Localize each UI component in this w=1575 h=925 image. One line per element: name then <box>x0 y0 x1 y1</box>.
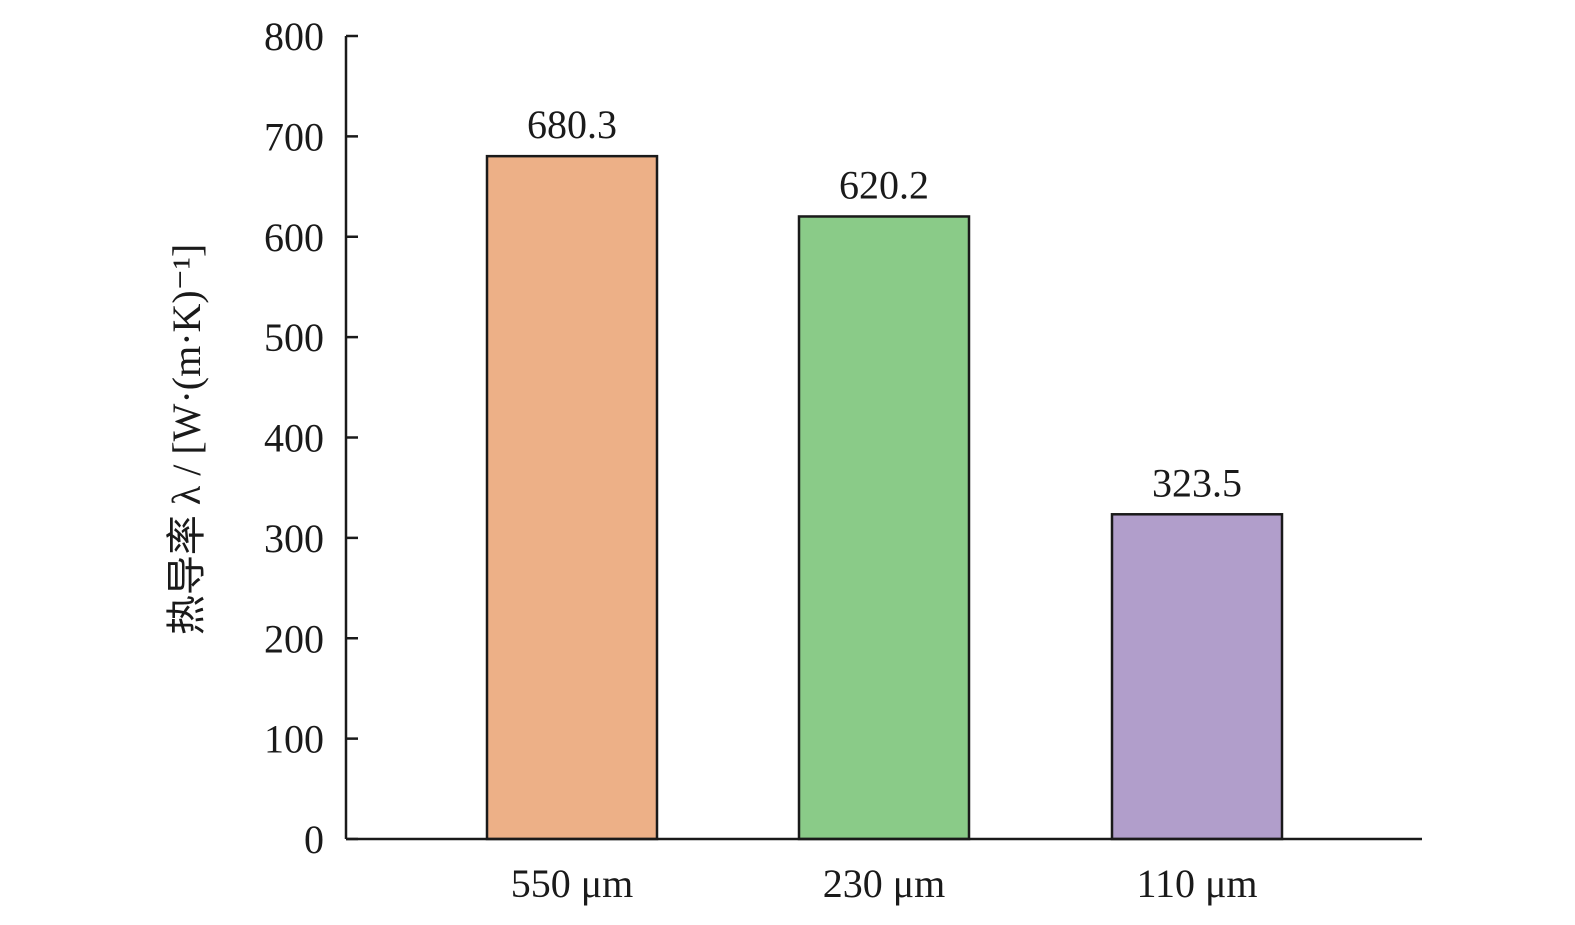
bars-group <box>485 154 1284 841</box>
y-tick-label: 300 <box>264 516 324 561</box>
y-axis-ticks: 0 100 200 300 400 500 600 700 800 <box>264 14 358 862</box>
data-labels-group: 680.3 620.2 323.5 <box>527 102 1242 505</box>
y-axis-title: 热导率 λ / [W·(m·K)⁻¹] <box>164 244 209 635</box>
y-tick-label: 400 <box>264 416 324 461</box>
data-label-3: 323.5 <box>1152 460 1242 505</box>
y-tick-label: 100 <box>264 717 324 762</box>
y-tick-label: 700 <box>264 114 324 159</box>
data-label-1: 680.3 <box>527 102 617 147</box>
y-tick-label: 800 <box>264 14 324 59</box>
y-tick-label: 500 <box>264 315 324 360</box>
x-axis-tick-labels: 550 μm 230 μm 110 μm <box>511 861 1258 906</box>
bar-3 <box>1110 513 1284 841</box>
bar-2 <box>797 215 971 841</box>
y-tick-label: 200 <box>264 616 324 661</box>
x-tick-label-2: 230 μm <box>823 861 946 906</box>
bar-1 <box>485 154 659 841</box>
y-tick-label: 0 <box>304 817 324 862</box>
x-tick-label-1: 550 μm <box>511 861 634 906</box>
data-label-2: 620.2 <box>839 162 929 207</box>
y-tick-label: 600 <box>264 215 324 260</box>
x-tick-label-3: 110 μm <box>1136 861 1257 906</box>
